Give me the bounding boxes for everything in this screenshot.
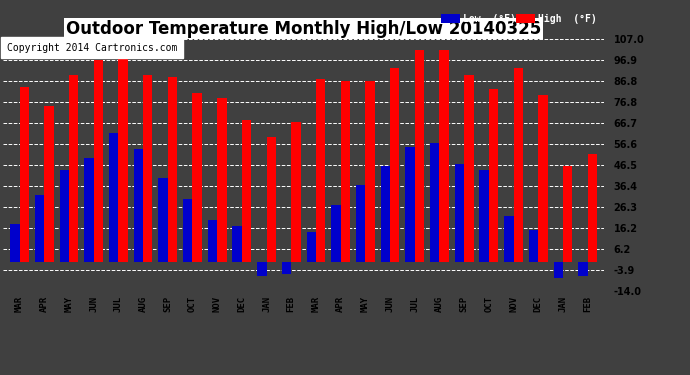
- Bar: [134, 149, 143, 261]
- Bar: [563, 166, 573, 261]
- Bar: [440, 50, 449, 261]
- Bar: [19, 87, 29, 261]
- Bar: [529, 230, 538, 261]
- Bar: [183, 199, 193, 261]
- Bar: [538, 96, 548, 261]
- Bar: [266, 137, 276, 261]
- Legend: Low  (°F), High  (°F): Low (°F), High (°F): [439, 12, 599, 26]
- Bar: [306, 232, 316, 261]
- Bar: [10, 224, 19, 261]
- Bar: [331, 206, 341, 261]
- Bar: [233, 226, 241, 261]
- Bar: [464, 75, 473, 261]
- Bar: [489, 89, 498, 261]
- Bar: [193, 93, 201, 261]
- Bar: [390, 69, 400, 261]
- Bar: [513, 69, 523, 261]
- Bar: [282, 261, 291, 274]
- Bar: [208, 220, 217, 261]
- Bar: [158, 178, 168, 261]
- Bar: [217, 98, 226, 261]
- Bar: [578, 261, 588, 276]
- Bar: [34, 195, 44, 261]
- Bar: [84, 158, 94, 261]
- Title: Outdoor Temperature Monthly High/Low 20140325: Outdoor Temperature Monthly High/Low 201…: [66, 20, 541, 38]
- Bar: [356, 185, 366, 261]
- Bar: [455, 164, 464, 261]
- Bar: [588, 154, 597, 261]
- Bar: [504, 216, 513, 261]
- Bar: [118, 37, 128, 261]
- Bar: [94, 60, 103, 261]
- Bar: [406, 147, 415, 261]
- Bar: [257, 261, 266, 276]
- Bar: [553, 261, 563, 278]
- Bar: [44, 106, 54, 261]
- Bar: [291, 122, 301, 261]
- Bar: [241, 120, 251, 261]
- Bar: [143, 75, 152, 261]
- Bar: [69, 75, 78, 261]
- Bar: [430, 143, 440, 261]
- Bar: [480, 170, 489, 261]
- Bar: [366, 81, 375, 261]
- Bar: [381, 166, 390, 261]
- Bar: [316, 79, 326, 261]
- Bar: [59, 170, 69, 261]
- Bar: [415, 50, 424, 261]
- Bar: [109, 133, 118, 261]
- Text: Copyright 2014 Cartronics.com: Copyright 2014 Cartronics.com: [7, 43, 177, 52]
- Bar: [341, 81, 350, 261]
- Bar: [168, 77, 177, 261]
